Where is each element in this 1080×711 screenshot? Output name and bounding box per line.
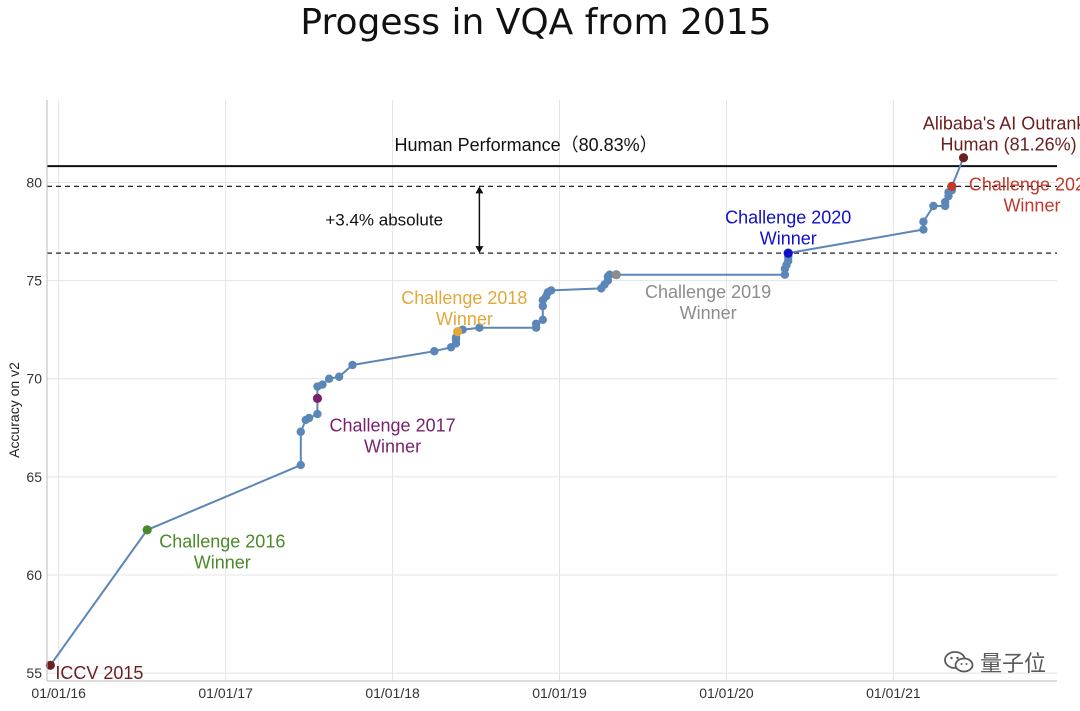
wechat-icon [944, 651, 974, 673]
y-tick-label: 80 [26, 174, 42, 190]
annotation-c2016: Challenge 2016 Winner [159, 532, 285, 573]
annotation-line: Winner [1003, 195, 1060, 215]
data-point [348, 360, 357, 370]
data-point [324, 374, 334, 383]
data-point [546, 286, 556, 295]
annotation-iccv: ICCV 2015 [55, 663, 143, 683]
y-tick-label: 65 [26, 469, 42, 485]
annotation-line: Challenge 2017 [330, 416, 456, 436]
data-point [919, 217, 928, 226]
data-point [296, 427, 305, 436]
highlight-point [783, 248, 793, 258]
annotation-c2019: Challenge 2019 Winner [645, 282, 771, 323]
data-point [318, 380, 327, 389]
data-point [334, 372, 344, 381]
data-point [296, 460, 305, 470]
gap-arrow-head-up [475, 186, 484, 194]
data-point [475, 323, 484, 332]
highlight-point [312, 393, 323, 403]
x-tick-label: 01/01/16 [31, 685, 86, 701]
annotation-line: ICCV 2015 [55, 663, 143, 683]
x-tick-label: 01/01/19 [532, 685, 587, 701]
annotation-c2021: Challenge 2021Winner [969, 174, 1080, 215]
gap-arrow-head-down [475, 246, 484, 254]
data-point [538, 301, 548, 311]
y-tick-label: 55 [26, 665, 42, 681]
series-line [49, 157, 965, 666]
annotation-line: Winner [680, 303, 737, 323]
y-tick-label: 70 [26, 371, 42, 387]
data-point [929, 201, 938, 211]
data-point [919, 225, 928, 234]
annotation-c2020: Challenge 2020 Winner [725, 208, 851, 249]
highlight-point [142, 525, 152, 535]
data-point [605, 270, 614, 279]
watermark: 量子位 [944, 646, 1046, 678]
annotation-line: Winner [436, 309, 493, 329]
gap-label: +3.4% absolute [325, 211, 443, 230]
chart-title: Progess in VQA from 2015 [300, 2, 771, 43]
annotation-c2018: Challenge 2018 Winner [401, 288, 527, 329]
annotation-alibaba: Alibaba's AI Outranks Human (81.26%) [923, 113, 1080, 154]
annotation-line: Winner [194, 553, 251, 573]
annotation-line: Challenge 2019 [645, 282, 771, 302]
annotation-line: Winner [364, 437, 421, 457]
reference-lines: Human Performance（80.83%） +3.4% absolute [47, 135, 1057, 254]
y-tick-label: 75 [26, 273, 42, 289]
data-points [45, 153, 969, 670]
annotation-c2017: Challenge 2017 Winner [330, 416, 456, 457]
data-point [531, 319, 541, 328]
data-point [538, 315, 548, 325]
axes: 01/01/16 01/01/17 01/01/18 01/01/19 01/01/20… [26, 100, 1057, 701]
x-tick-label: 01/01/20 [699, 685, 754, 701]
annotation-line: Challenge 2020 [725, 208, 851, 228]
data-point [780, 270, 790, 279]
watermark-text: 量子位 [979, 652, 1046, 677]
highlight-point [453, 327, 463, 337]
x-tick-label: 01/01/18 [365, 685, 420, 701]
annotation-line: Winner [760, 229, 817, 249]
data-point [304, 413, 314, 423]
human-performance-label: Human Performance（80.83%） [395, 135, 658, 155]
x-tick-label: 01/01/21 [866, 685, 921, 701]
highlight-point [611, 270, 621, 280]
data-point [430, 347, 439, 356]
highlight-point [947, 181, 957, 191]
annotation-line: Challenge 2016 [159, 532, 285, 552]
y-axis-label: Accuracy on v2 [6, 362, 22, 458]
highlight-point [45, 660, 55, 670]
x-tick-label: 01/01/17 [198, 685, 253, 701]
series-lines [49, 157, 965, 666]
data-point [313, 409, 322, 419]
highlight-point [958, 153, 969, 163]
annotation-line: Human (81.26%) [941, 134, 1077, 154]
grid [47, 100, 1057, 681]
annotation-line: Alibaba's AI Outranks [923, 113, 1080, 133]
y-tick-label: 60 [26, 567, 42, 583]
annotation-line: Challenge 2018 [401, 288, 527, 308]
annotation-line: Challenge 2021 [969, 174, 1080, 194]
